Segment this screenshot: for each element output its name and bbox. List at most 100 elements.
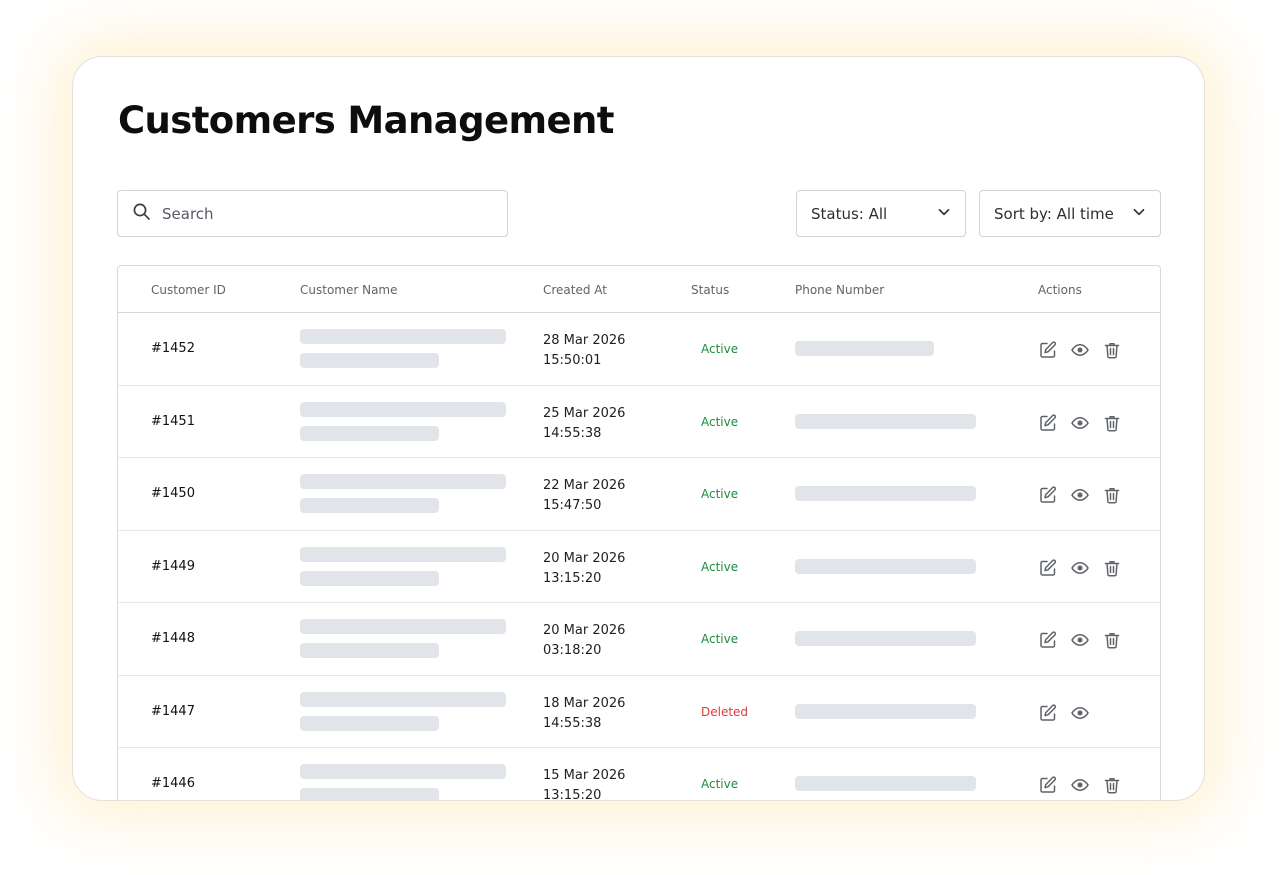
customer-name-skeleton — [300, 498, 439, 513]
table-row: #1449 20 Mar 2026 13:15:20 Active — [118, 531, 1160, 603]
created-at: 15 Mar 2026 13:15:20 — [543, 766, 626, 800]
customer-id: #1448 — [151, 631, 195, 646]
status-badge: Active — [701, 777, 739, 791]
customer-name-skeleton — [300, 788, 439, 800]
column-header-status: Status — [691, 283, 730, 297]
customer-name-skeleton — [300, 353, 439, 368]
sort-label: Sort by: All time — [994, 204, 1114, 223]
created-date: 25 Mar 2026 — [543, 405, 626, 421]
eye-icon[interactable] — [1070, 413, 1090, 433]
trash-icon[interactable] — [1102, 558, 1122, 578]
phone-number-skeleton — [795, 776, 976, 791]
customer-name-skeleton — [300, 425, 439, 441]
row-actions — [1038, 485, 1122, 505]
table-row: #1452 28 Mar 2026 15:50:01 Active — [118, 313, 1160, 386]
phone-number-skeleton — [795, 341, 934, 356]
phone-number-skeleton — [795, 703, 976, 719]
created-date: 18 Mar 2026 — [543, 695, 626, 711]
column-header-actions: Actions — [1038, 283, 1082, 297]
phone-number-skeleton — [795, 486, 976, 501]
status-filter-dropdown[interactable]: Status: All — [796, 190, 966, 237]
status-badge: Active — [701, 559, 739, 574]
edit-icon[interactable] — [1038, 340, 1058, 360]
customer-name-skeleton — [300, 401, 506, 417]
created-date: 20 Mar 2026 — [543, 550, 626, 566]
customer-id: #1451 — [151, 413, 195, 429]
phone-number-skeleton — [795, 558, 976, 574]
column-header-customer-name: Customer Name — [300, 283, 398, 297]
status-filter-label: Status: All — [811, 204, 888, 223]
search-input[interactable] — [162, 204, 462, 223]
customer-name-skeleton — [300, 474, 506, 489]
phone-number-skeleton — [795, 631, 976, 646]
eye-icon[interactable] — [1070, 703, 1090, 723]
trash-icon[interactable] — [1102, 775, 1122, 795]
status-badge: Active — [701, 487, 739, 501]
table-row: #1448 20 Mar 2026 03:18:20 Active — [118, 603, 1160, 676]
row-actions — [1038, 630, 1122, 650]
table-row: #1451 25 Mar 2026 14:55:38 Active — [118, 386, 1160, 458]
search-box[interactable] — [117, 190, 508, 237]
edit-icon[interactable] — [1038, 485, 1058, 505]
chevron-down-icon — [1132, 205, 1146, 223]
eye-icon[interactable] — [1070, 630, 1090, 650]
table-row: #1446 15 Mar 2026 13:15:20 Active — [118, 748, 1160, 800]
trash-icon[interactable] — [1102, 413, 1122, 433]
table-header: Customer ID Customer Name Created At Sta… — [118, 266, 1160, 313]
eye-icon[interactable] — [1070, 775, 1090, 795]
column-header-phone-number: Phone Number — [795, 283, 885, 297]
search-icon — [132, 202, 152, 226]
trash-icon[interactable] — [1102, 630, 1122, 650]
edit-icon[interactable] — [1038, 703, 1058, 723]
eye-icon[interactable] — [1070, 485, 1090, 505]
customer-id: #1446 — [151, 776, 195, 791]
row-actions — [1038, 340, 1122, 360]
created-time: 14:55:38 — [543, 425, 602, 441]
customer-id: #1450 — [151, 486, 195, 501]
created-time: 15:47:50 — [543, 498, 602, 513]
customer-id: #1449 — [151, 558, 195, 574]
eye-icon[interactable] — [1070, 558, 1090, 578]
eye-icon[interactable] — [1070, 340, 1090, 360]
customer-name-skeleton — [300, 329, 506, 344]
phone-number-skeleton — [795, 413, 976, 429]
sort-dropdown[interactable]: Sort by: All time — [979, 190, 1161, 237]
row-actions — [1038, 775, 1122, 795]
customer-name-skeleton — [300, 570, 439, 586]
chevron-down-icon — [937, 205, 951, 223]
created-time: 03:18:20 — [543, 643, 602, 658]
table-body: #1452 28 Mar 2026 15:50:01 Active #1451 25 Ma… — [118, 313, 1160, 800]
created-at: 18 Mar 2026 14:55:38 — [543, 694, 625, 734]
created-time: 13:15:20 — [543, 570, 602, 586]
table-row: #1450 22 Mar 2026 15:47:50 Active — [118, 458, 1160, 531]
created-date: 20 Mar 2026 — [543, 623, 626, 638]
status-badge: Active — [701, 632, 739, 646]
edit-icon[interactable] — [1038, 558, 1058, 578]
created-at: 22 Mar 2026 15:47:50 — [543, 476, 625, 516]
customer-id: #1452 — [151, 341, 195, 356]
edit-icon[interactable] — [1038, 630, 1058, 650]
created-at: 20 Mar 2026 03:18:20 — [543, 621, 625, 661]
customer-name-skeleton — [300, 764, 506, 779]
created-time: 14:55:38 — [543, 715, 602, 731]
created-at: 25 Mar 2026 14:55:38 — [543, 404, 625, 444]
status-badge: Active — [701, 342, 739, 356]
created-date: 15 Mar 2026 — [543, 768, 626, 783]
trash-icon[interactable] — [1102, 340, 1122, 360]
row-actions — [1038, 703, 1090, 723]
customer-name-skeleton — [300, 715, 439, 731]
customer-name-skeleton — [300, 546, 506, 562]
customer-name-skeleton — [300, 619, 506, 634]
page-title: Customers Management — [118, 99, 614, 142]
created-at: 28 Mar 2026 15:50:01 — [543, 331, 625, 371]
edit-icon[interactable] — [1038, 775, 1058, 795]
row-actions — [1038, 413, 1122, 433]
created-time: 15:50:01 — [543, 353, 602, 368]
customer-name-skeleton — [300, 643, 439, 658]
created-date: 22 Mar 2026 — [543, 478, 626, 493]
column-header-created-at: Created At — [543, 283, 608, 297]
table-row: #1447 18 Mar 2026 14:55:38 Deleted — [118, 676, 1160, 748]
trash-icon[interactable] — [1102, 485, 1122, 505]
customers-panel: Customers Management Status: All Sort by… — [72, 56, 1205, 801]
edit-icon[interactable] — [1038, 413, 1058, 433]
